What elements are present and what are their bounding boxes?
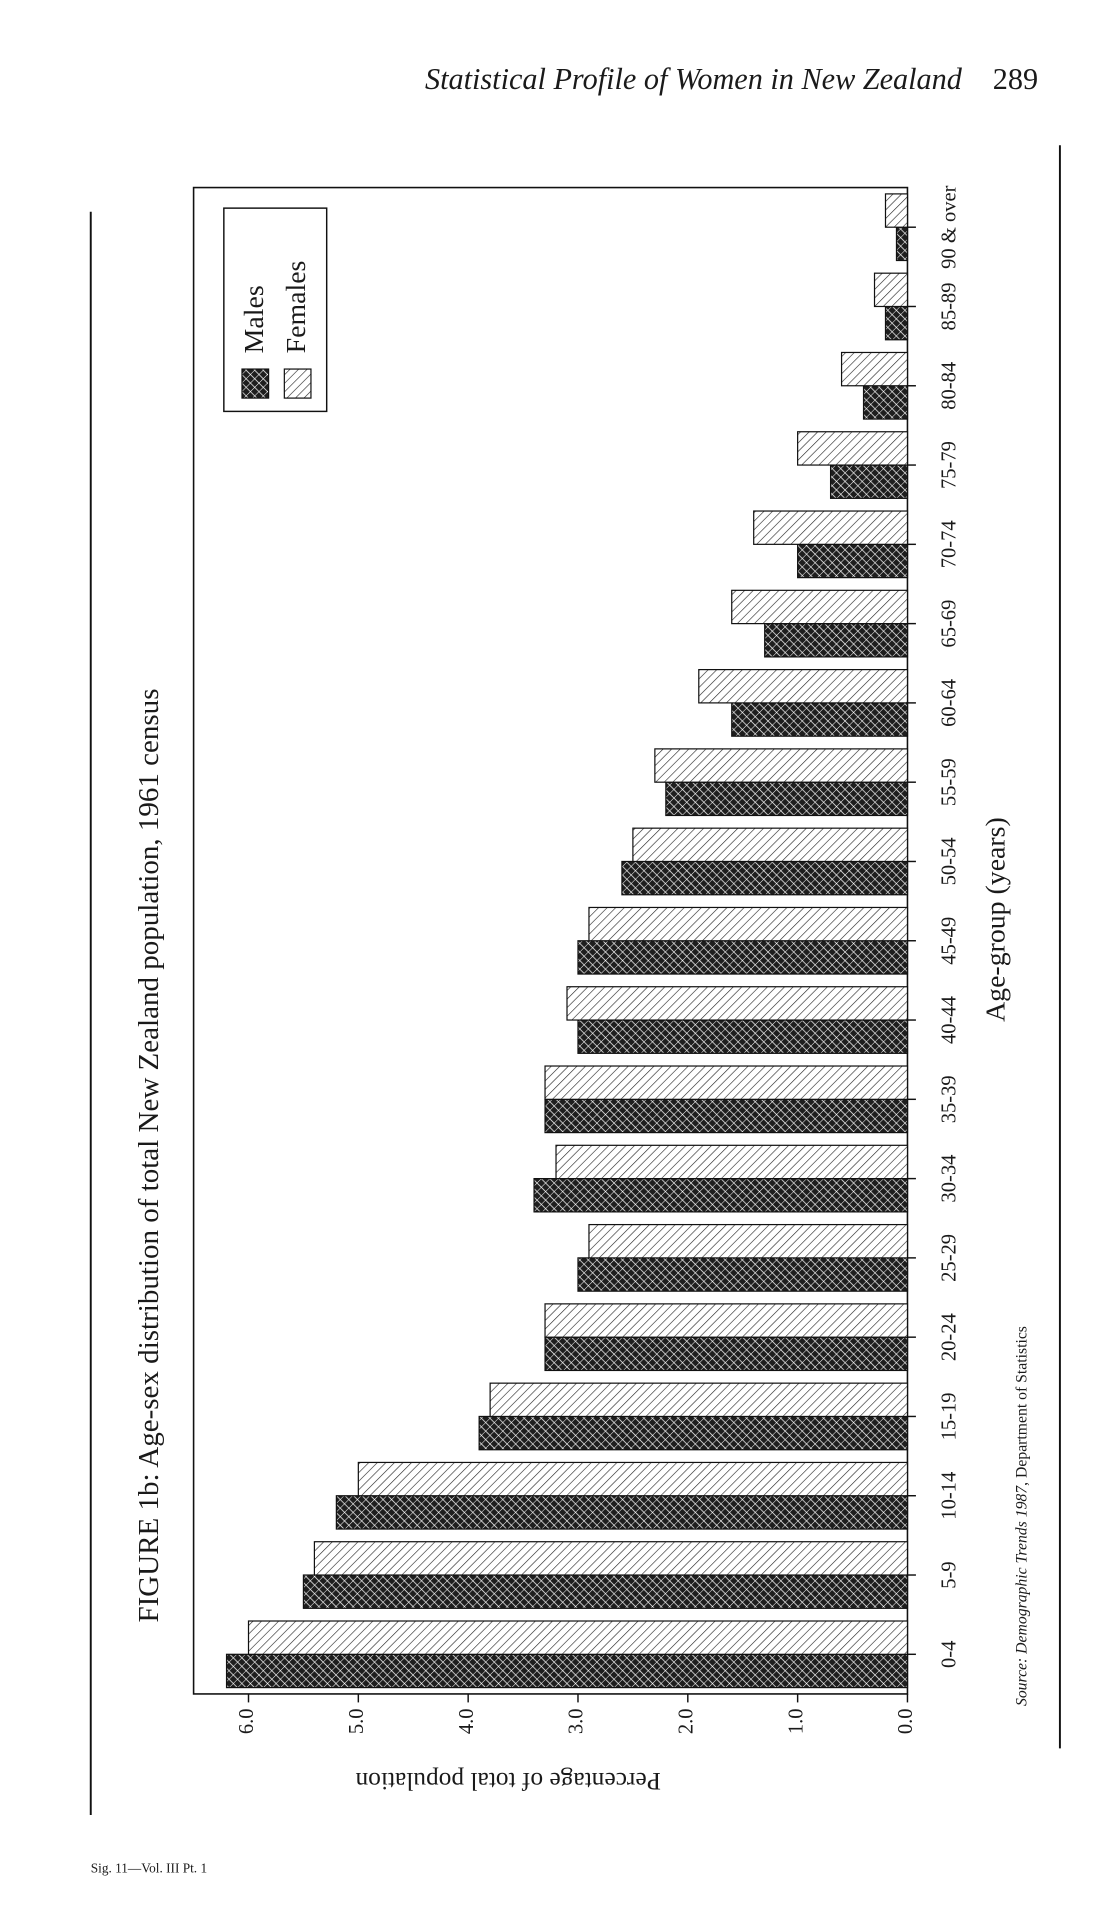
x-tick-label: 50-54: [939, 837, 961, 885]
x-tick-label: 60-64: [939, 679, 961, 727]
bar: [225, 1653, 909, 1689]
source-note: Source: Demographic Trends 1987, Departm…: [1013, 1326, 1030, 1706]
bar: [862, 385, 909, 420]
bar: [588, 1223, 909, 1259]
bar: [335, 1495, 909, 1530]
x-tick-label: 40-44: [939, 996, 961, 1044]
chart-title: FIGURE 1b: Age-sex distribution of total…: [133, 689, 165, 1623]
bar: [884, 193, 909, 228]
y-tick-label: 4.0: [456, 1708, 478, 1734]
bar: [797, 431, 909, 466]
bar: [873, 272, 909, 308]
bar: [544, 1303, 909, 1338]
bar: [698, 668, 909, 704]
bar: [632, 827, 909, 863]
x-tick-label: 25-29: [939, 1234, 961, 1282]
x-tick-label: 70-74: [939, 520, 961, 568]
page-number: 289: [993, 62, 1038, 96]
x-tick-label: 90 & over: [939, 185, 961, 268]
bar: [665, 781, 909, 817]
bar: [302, 1574, 909, 1609]
x-tick-label: 75-79: [939, 441, 961, 489]
legend-label: Females: [281, 261, 312, 354]
x-tick-label: 35-39: [939, 1075, 961, 1123]
bar: [247, 1620, 909, 1655]
x-tick-label: 80-84: [939, 362, 961, 410]
bar: [764, 623, 909, 658]
running-header: Statistical Profile of Women in New Zeal…: [425, 62, 963, 96]
bar: [478, 1415, 909, 1451]
y-tick-label: 5.0: [346, 1708, 368, 1734]
bar: [840, 351, 909, 387]
y-tick-label: 3.0: [566, 1708, 588, 1734]
legend-swatch: [241, 368, 270, 399]
bar: [753, 510, 909, 545]
y-tick-label: 6.0: [236, 1708, 258, 1734]
legend-label: Males: [239, 285, 270, 353]
bar: [577, 1257, 909, 1292]
x-tick-label: 10-14: [939, 1472, 961, 1520]
y-tick-label: 1.0: [785, 1708, 807, 1734]
footer-signature: Sig. 11—Vol. III Pt. 1: [91, 1860, 207, 1875]
x-tick-label: 55-59: [939, 758, 961, 806]
bar: [544, 1336, 909, 1372]
bar: [731, 589, 909, 625]
x-tick-label: 15-19: [939, 1392, 961, 1440]
y-axis-label: Percentage of total population: [355, 1767, 661, 1795]
bar: [357, 1461, 909, 1497]
x-tick-label: 65-69: [939, 600, 961, 648]
bar: [533, 1177, 909, 1213]
source-plain: , Department of Statistics: [1013, 1326, 1030, 1486]
x-tick-label: 45-49: [939, 917, 961, 965]
x-tick-label: 85-89: [939, 283, 961, 331]
y-tick-label: 2.0: [676, 1708, 698, 1734]
source-italic: Source: Demographic Trends 1987: [1013, 1485, 1030, 1706]
bar: [577, 1019, 909, 1054]
x-axis-label: Age-group (years): [981, 817, 1012, 1022]
bar: [731, 702, 909, 737]
bar: [895, 226, 909, 262]
bar: [544, 1098, 909, 1134]
bar: [313, 1541, 909, 1576]
bar: [566, 986, 909, 1021]
x-tick-label: 20-24: [939, 1313, 961, 1361]
x-tick-label: 0-4: [939, 1641, 961, 1668]
bar: [884, 305, 909, 341]
bar: [577, 940, 909, 975]
bar: [621, 860, 909, 896]
bar: [489, 1382, 909, 1418]
legend-swatch: [283, 368, 312, 399]
x-tick-label: 5-9: [939, 1561, 961, 1588]
bar: [829, 464, 909, 499]
x-tick-label: 30-34: [939, 1155, 961, 1203]
bar: [797, 543, 909, 579]
bar: [588, 906, 909, 942]
bar: [654, 748, 909, 783]
bar: [555, 1144, 909, 1180]
y-tick-label: 0.0: [895, 1708, 917, 1734]
bar: [544, 1065, 909, 1100]
